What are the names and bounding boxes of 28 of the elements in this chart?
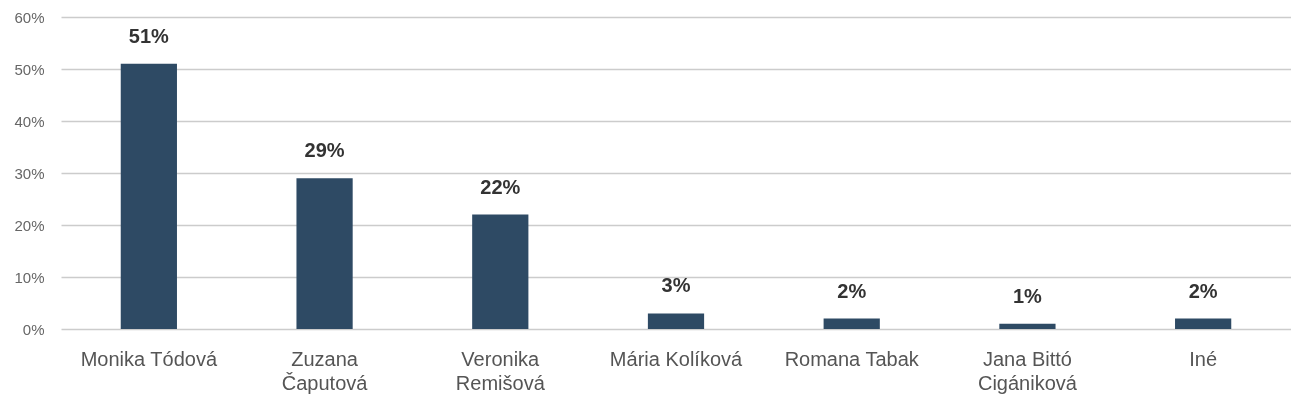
y-tick-label: 40% <box>14 112 45 130</box>
data-label: 1% <box>1012 284 1043 307</box>
x-tick-label: Romana Tabak <box>784 347 920 370</box>
data-label: 2% <box>837 279 867 302</box>
bar <box>647 313 705 329</box>
x-tick-label: Iné <box>1189 347 1218 370</box>
x-tick-label: Zuzana Čaputová <box>281 347 369 394</box>
y-tick-label: 50% <box>14 60 45 78</box>
data-label: 51% <box>128 24 170 47</box>
y-tick-label: 20% <box>14 216 45 234</box>
bar <box>823 318 880 329</box>
y-tick-label: 60% <box>14 8 45 26</box>
x-tick-label: Jana Bittó Cigániková <box>977 347 1078 394</box>
bar <box>999 323 1056 329</box>
x-tick-label: Monika Tódová <box>80 347 218 370</box>
x-tick-label: Mária Kolíková <box>609 347 744 370</box>
y-tick-label: 0% <box>22 320 45 338</box>
data-label: 22% <box>480 175 521 198</box>
data-label: 29% <box>304 139 345 162</box>
y-tick-label: 10% <box>14 268 45 286</box>
y-tick-label: 30% <box>14 164 45 182</box>
bar <box>472 214 529 329</box>
bar <box>120 63 177 329</box>
data-label: 2% <box>1188 279 1218 302</box>
x-tick-label: Veronika Remišová <box>455 347 546 394</box>
bar <box>1175 318 1232 329</box>
data-label: 3% <box>661 274 691 297</box>
bar <box>296 178 353 329</box>
